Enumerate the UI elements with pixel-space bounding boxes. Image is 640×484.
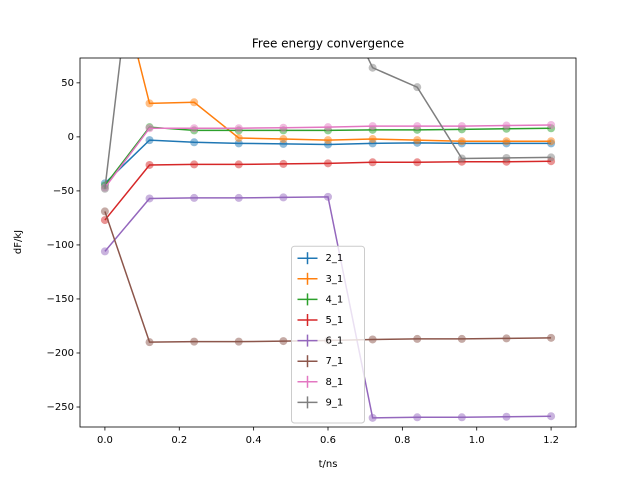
point	[547, 412, 556, 421]
point	[368, 335, 377, 344]
legend-label: 3_1	[326, 274, 344, 285]
point	[234, 124, 243, 133]
chart-title: Free energy convergence	[252, 37, 404, 51]
point	[190, 98, 199, 107]
plot-area	[100, 58, 556, 422]
point	[324, 123, 332, 132]
point	[324, 159, 332, 168]
point	[145, 99, 154, 108]
y-axis-label: dF/kJ	[13, 230, 24, 254]
point	[413, 136, 422, 145]
point	[502, 412, 511, 421]
point	[234, 160, 243, 169]
point	[457, 334, 466, 343]
point	[145, 338, 154, 347]
point	[457, 413, 466, 422]
x-axis-label: t/ns	[319, 459, 338, 470]
point	[190, 160, 199, 169]
point	[100, 207, 109, 216]
legend-label: 4_1	[326, 294, 344, 305]
point	[190, 337, 199, 346]
legend-label: 9_1	[326, 397, 344, 408]
y-tick-label: 50	[61, 78, 74, 89]
y-tick-label: −250	[47, 402, 74, 413]
point	[190, 138, 199, 147]
legend-box	[291, 245, 365, 424]
y-tick-label: 0	[68, 132, 74, 143]
y-tick-label: −50	[53, 186, 74, 197]
point	[324, 192, 332, 201]
point	[100, 184, 109, 193]
point	[547, 120, 556, 129]
legend-label: 2_1	[326, 253, 344, 264]
point	[368, 63, 377, 72]
point	[413, 158, 422, 167]
y-tick-label: −150	[47, 294, 74, 305]
point	[145, 160, 154, 169]
x-tick-label: 0.6	[320, 435, 336, 446]
point	[547, 137, 556, 146]
point	[413, 334, 422, 343]
point	[279, 193, 288, 202]
point	[234, 133, 243, 142]
x-tick-label: 1.2	[543, 435, 559, 446]
point	[279, 135, 288, 144]
point	[145, 194, 154, 203]
point	[502, 334, 511, 343]
legend-label: 8_1	[326, 377, 344, 388]
point	[279, 159, 288, 168]
point	[457, 137, 466, 146]
point	[547, 333, 556, 342]
point	[413, 83, 422, 92]
point	[413, 122, 422, 131]
point	[457, 154, 466, 163]
point	[368, 413, 377, 422]
legend-label: 5_1	[326, 315, 344, 326]
x-tick-label: 0.2	[171, 435, 187, 446]
point	[145, 124, 154, 133]
x-tick-label: 0.0	[97, 435, 113, 446]
point	[324, 136, 332, 145]
x-tick-label: 0.8	[394, 435, 410, 446]
point	[502, 153, 511, 162]
point	[234, 337, 243, 346]
point	[502, 121, 511, 130]
point	[413, 413, 422, 422]
point	[234, 193, 243, 202]
point	[457, 122, 466, 131]
point	[190, 124, 199, 133]
y-tick-label: −100	[47, 240, 74, 251]
legend-label: 6_1	[326, 336, 344, 347]
legend-label: 7_1	[326, 356, 344, 367]
point	[502, 137, 511, 146]
y-tick-label: −200	[47, 348, 74, 359]
point	[100, 247, 109, 256]
point	[547, 153, 556, 162]
point	[368, 135, 377, 144]
point	[368, 122, 377, 131]
series-line	[104, 58, 552, 189]
x-tick-label: 0.4	[246, 435, 262, 446]
point	[145, 136, 154, 145]
point	[279, 337, 288, 346]
x-tick-label: 1.0	[469, 435, 485, 446]
point	[368, 158, 377, 167]
axes-frame	[79, 57, 577, 428]
point	[190, 193, 199, 202]
point	[279, 123, 288, 132]
